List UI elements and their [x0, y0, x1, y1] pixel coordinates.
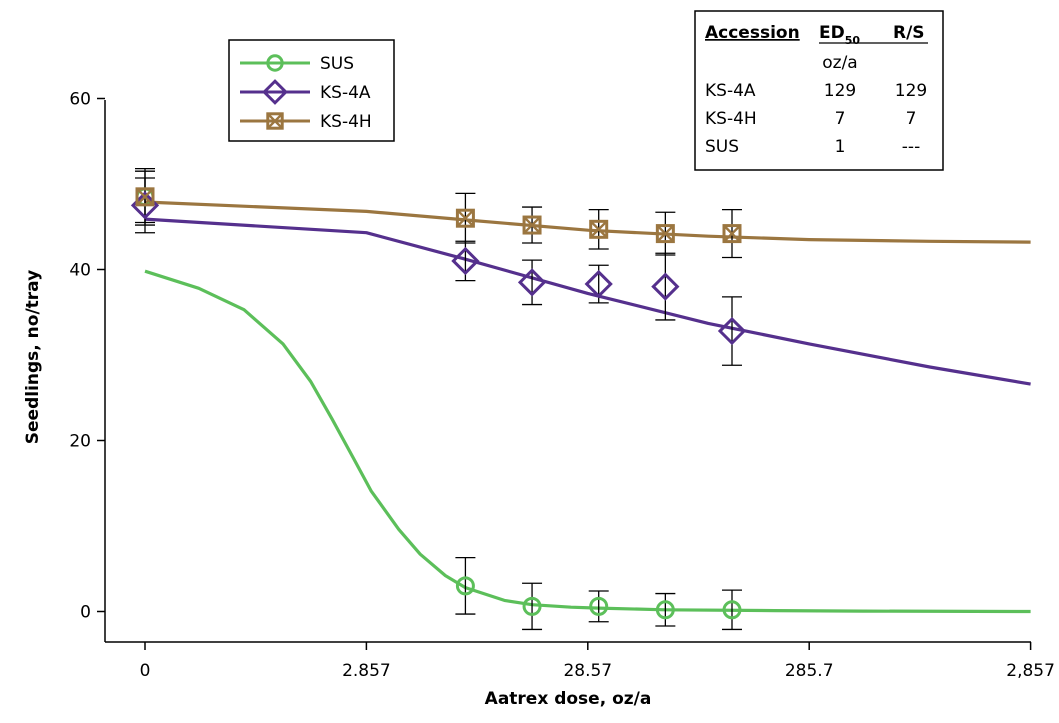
marker-cross [136, 187, 154, 206]
marker-diamond [584, 269, 613, 299]
marker-cross [723, 224, 741, 243]
marker-circle [589, 596, 609, 616]
table-header-accession: Accession [705, 23, 800, 43]
fit-curves [144, 200, 1031, 614]
y-tick-label: 60 [69, 90, 91, 110]
table-cell-rs: 129 [895, 81, 927, 101]
data-point-ks-4a [451, 246, 480, 276]
marker-diamond [451, 246, 480, 276]
data-point-ks-4h [722, 224, 742, 244]
marker-square [589, 219, 609, 239]
table-cell-accession: KS-4H [705, 109, 757, 129]
fit-curve-ks-4h [144, 200, 1031, 244]
table-rows: KS-4A 129 129 KS-4H 7 7 SUS 1 --- [705, 81, 927, 157]
marker-cross [456, 209, 475, 228]
data-point-sus [455, 576, 475, 596]
marker-diamond [717, 316, 747, 346]
marker-square [655, 224, 675, 244]
marker-diamond [262, 79, 288, 105]
error-bars [135, 167, 742, 631]
data-point-ks-4a [517, 268, 547, 297]
data-point-ks-4a [584, 269, 613, 299]
marker-cross [523, 216, 541, 234]
table-cell-rs: 7 [906, 109, 917, 129]
ed50-table: Accession ED50 R/S oz/a KS-4A 129 129 KS-4H… [694, 10, 944, 171]
marker-square [522, 215, 542, 235]
table-cell-ed50: 1 [835, 137, 846, 157]
data-point-ks-4h [655, 224, 675, 244]
data-markers [130, 187, 747, 620]
marker-circle [655, 600, 675, 620]
legend-marker [262, 79, 288, 105]
x-tick-label: 0 [140, 661, 151, 681]
data-point-sus [522, 596, 542, 616]
x-tick-label: 28.57 [563, 661, 612, 681]
marker-circle [455, 576, 475, 596]
x-tick-label: 285.7 [785, 661, 834, 681]
data-point-sus [589, 596, 609, 616]
legend-label: SUS [320, 54, 354, 74]
table-header-ed: ED50 [819, 23, 860, 47]
marker-cross [589, 220, 608, 239]
table-cell-accession: SUS [705, 137, 739, 157]
data-point-sus [722, 600, 742, 620]
y-tick-label: 40 [69, 261, 91, 281]
marker-diamond [517, 268, 547, 297]
table-box [694, 10, 944, 171]
marker-square [455, 208, 475, 228]
table-cell-ed50: 7 [835, 109, 846, 129]
legend-marker [266, 112, 284, 130]
x-axis-title: Aatrex dose, oz/a [485, 689, 652, 709]
table-cell-accession: KS-4A [705, 81, 756, 101]
data-point-ks-4a [717, 316, 747, 346]
marker-cross [656, 224, 675, 243]
table-ed-unit: oz/a [822, 53, 857, 73]
legend: SUS KS-4A KS-4H [228, 39, 395, 142]
legend-marker [266, 54, 284, 72]
table-cell-ed50: 129 [824, 81, 856, 101]
data-point-ks-4h [589, 219, 609, 239]
fit-curve-ks-4a [144, 217, 1031, 386]
data-point-ks-4a [651, 272, 680, 301]
ticks: 0 2.857 28.57 285.7 2,857 0 20 40 60 [69, 90, 1055, 682]
legend-label: KS-4A [320, 83, 371, 103]
table-header-ed-subscript: 50 [845, 34, 861, 47]
marker-square [722, 224, 742, 244]
table-header-rs: R/S [893, 23, 925, 43]
marker-circle [722, 600, 742, 620]
legend-label: KS-4H [320, 112, 372, 132]
table-cell-rs: --- [902, 137, 920, 157]
marker-square [135, 187, 155, 207]
axes [104, 100, 1031, 643]
table-header-ed-main: ED [819, 23, 845, 43]
y-tick-label: 0 [80, 603, 91, 623]
marker-diamond [651, 272, 680, 301]
marker-cross [266, 112, 284, 130]
y-axis-title: Seedlings, no/tray [23, 270, 43, 444]
fit-curve-sus [144, 269, 1031, 614]
data-point-ks-4h [522, 215, 542, 235]
marker-square [266, 112, 284, 130]
marker-circle [522, 596, 542, 616]
y-tick-label: 20 [69, 432, 91, 452]
data-point-ks-4h [135, 187, 155, 207]
data-point-sus [655, 600, 675, 620]
data-point-ks-4h [455, 208, 475, 228]
x-tick-label: 2,857 [1006, 661, 1055, 681]
x-tick-label: 2.857 [342, 661, 391, 681]
marker-circle [266, 54, 284, 72]
